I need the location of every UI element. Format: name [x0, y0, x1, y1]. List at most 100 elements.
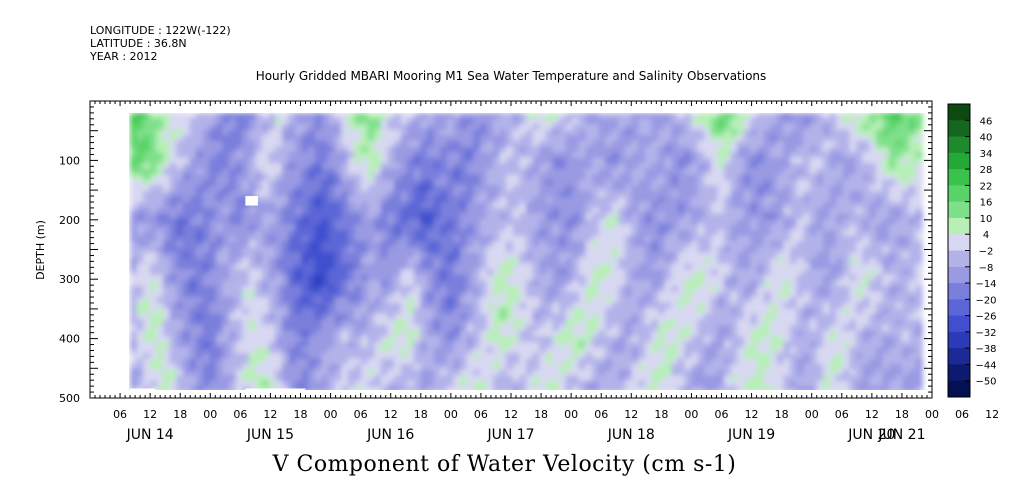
heatmap-cell — [664, 140, 673, 148]
heatmap-cell — [143, 207, 151, 215]
heatmap-cell — [803, 118, 811, 125]
heatmap-cell — [473, 118, 481, 125]
heatmap-cell — [189, 157, 197, 164]
heatmap-cell — [440, 263, 448, 271]
heatmap-cell — [539, 241, 547, 248]
heatmap-cell — [651, 174, 659, 181]
heatmap-cell — [407, 291, 415, 298]
heatmap-cell — [268, 280, 277, 287]
heatmap-cell — [446, 325, 455, 332]
heatmap-cell — [585, 129, 593, 137]
heatmap-cell — [743, 163, 752, 170]
heatmap-cell — [314, 196, 323, 204]
heatmap-cell — [855, 218, 864, 226]
heatmap-cell — [215, 336, 224, 343]
heatmap-cell — [255, 174, 263, 181]
heatmap-cell — [644, 291, 653, 298]
heatmap-cell — [717, 185, 725, 192]
heatmap-cell — [592, 241, 600, 248]
heatmap-cell — [143, 252, 151, 259]
heatmap-cell — [644, 179, 653, 187]
heatmap-cell — [671, 140, 679, 148]
heatmap-cell — [737, 230, 745, 237]
heatmap-cell — [757, 157, 765, 164]
heatmap-cell — [737, 241, 745, 248]
heatmap-cell — [783, 174, 791, 181]
heatmap-cell — [572, 258, 580, 265]
heatmap-cell — [552, 168, 560, 176]
heatmap-cell — [532, 191, 541, 198]
heatmap-cell — [466, 140, 475, 148]
heatmap-cell — [486, 218, 494, 226]
heatmap-cell — [136, 202, 145, 209]
heatmap-cell — [407, 157, 415, 164]
heatmap-cell — [486, 196, 494, 204]
heatmap-cell — [578, 151, 587, 159]
heatmap-cell — [347, 336, 356, 343]
heatmap-cell — [275, 118, 283, 125]
heatmap-cell — [347, 313, 356, 321]
heatmap-cell — [479, 179, 488, 187]
heatmap-cell — [460, 202, 468, 209]
heatmap-cell — [559, 325, 567, 332]
heatmap-cell — [189, 313, 197, 321]
heatmap-cell — [539, 330, 547, 338]
heatmap-cell — [255, 269, 263, 276]
heatmap-cell — [638, 302, 646, 310]
heatmap-cell — [849, 280, 857, 287]
heatmap-cell — [796, 258, 804, 265]
heatmap-cell — [499, 224, 508, 231]
heatmap-cell — [895, 252, 903, 259]
heatmap-cell — [209, 235, 217, 243]
heatmap-cell — [433, 163, 442, 170]
heatmap-cell — [882, 258, 890, 265]
heatmap-cell — [136, 280, 145, 287]
heatmap-cell — [743, 297, 752, 304]
heatmap-cell — [519, 258, 527, 265]
heatmap-cell — [704, 241, 712, 248]
heatmap-cell — [625, 302, 633, 310]
heatmap-cell — [697, 202, 706, 209]
heatmap-cell — [341, 246, 349, 254]
heatmap-cell — [559, 252, 567, 259]
heatmap-cell — [691, 252, 699, 259]
heatmap-cell — [420, 146, 428, 153]
heatmap-cell — [882, 285, 890, 293]
heatmap-cell — [822, 207, 831, 215]
heatmap-cell — [796, 241, 804, 248]
heatmap-cell — [427, 113, 435, 120]
heatmap-cell — [248, 146, 257, 153]
heatmap-cell — [658, 124, 666, 131]
heatmap-cell — [248, 163, 257, 170]
heatmap-cell — [169, 230, 178, 237]
heatmap-cell — [242, 113, 250, 120]
heatmap-cell — [301, 241, 310, 248]
heatmap-cell — [565, 185, 574, 192]
heatmap-cell — [499, 163, 508, 170]
heatmap-cell — [222, 341, 230, 349]
heatmap-cell — [585, 202, 593, 209]
heatmap-cell — [440, 230, 448, 237]
heatmap-cell — [479, 163, 488, 170]
heatmap-cell — [169, 336, 178, 343]
heatmap-cell — [842, 168, 851, 176]
heatmap-cell — [466, 313, 475, 321]
heatmap-cell — [295, 224, 303, 231]
heatmap-cell — [829, 196, 837, 204]
heatmap-cell — [394, 185, 402, 192]
heatmap-cell — [321, 241, 329, 248]
heatmap-cell — [229, 341, 237, 349]
heatmap-cell — [460, 297, 468, 304]
heatmap-cell — [163, 213, 171, 220]
heatmap-cell — [473, 163, 481, 170]
heatmap-cell — [605, 235, 613, 243]
heatmap-cell — [671, 168, 679, 176]
heatmap-cell — [248, 341, 257, 349]
heatmap-cell — [618, 135, 626, 142]
heatmap-cell — [367, 224, 376, 231]
heatmap-cell — [314, 341, 323, 349]
heatmap-cell — [631, 174, 640, 181]
heatmap-cell — [875, 235, 884, 243]
heatmap-cell — [374, 168, 382, 176]
heatmap-cell — [770, 185, 778, 192]
